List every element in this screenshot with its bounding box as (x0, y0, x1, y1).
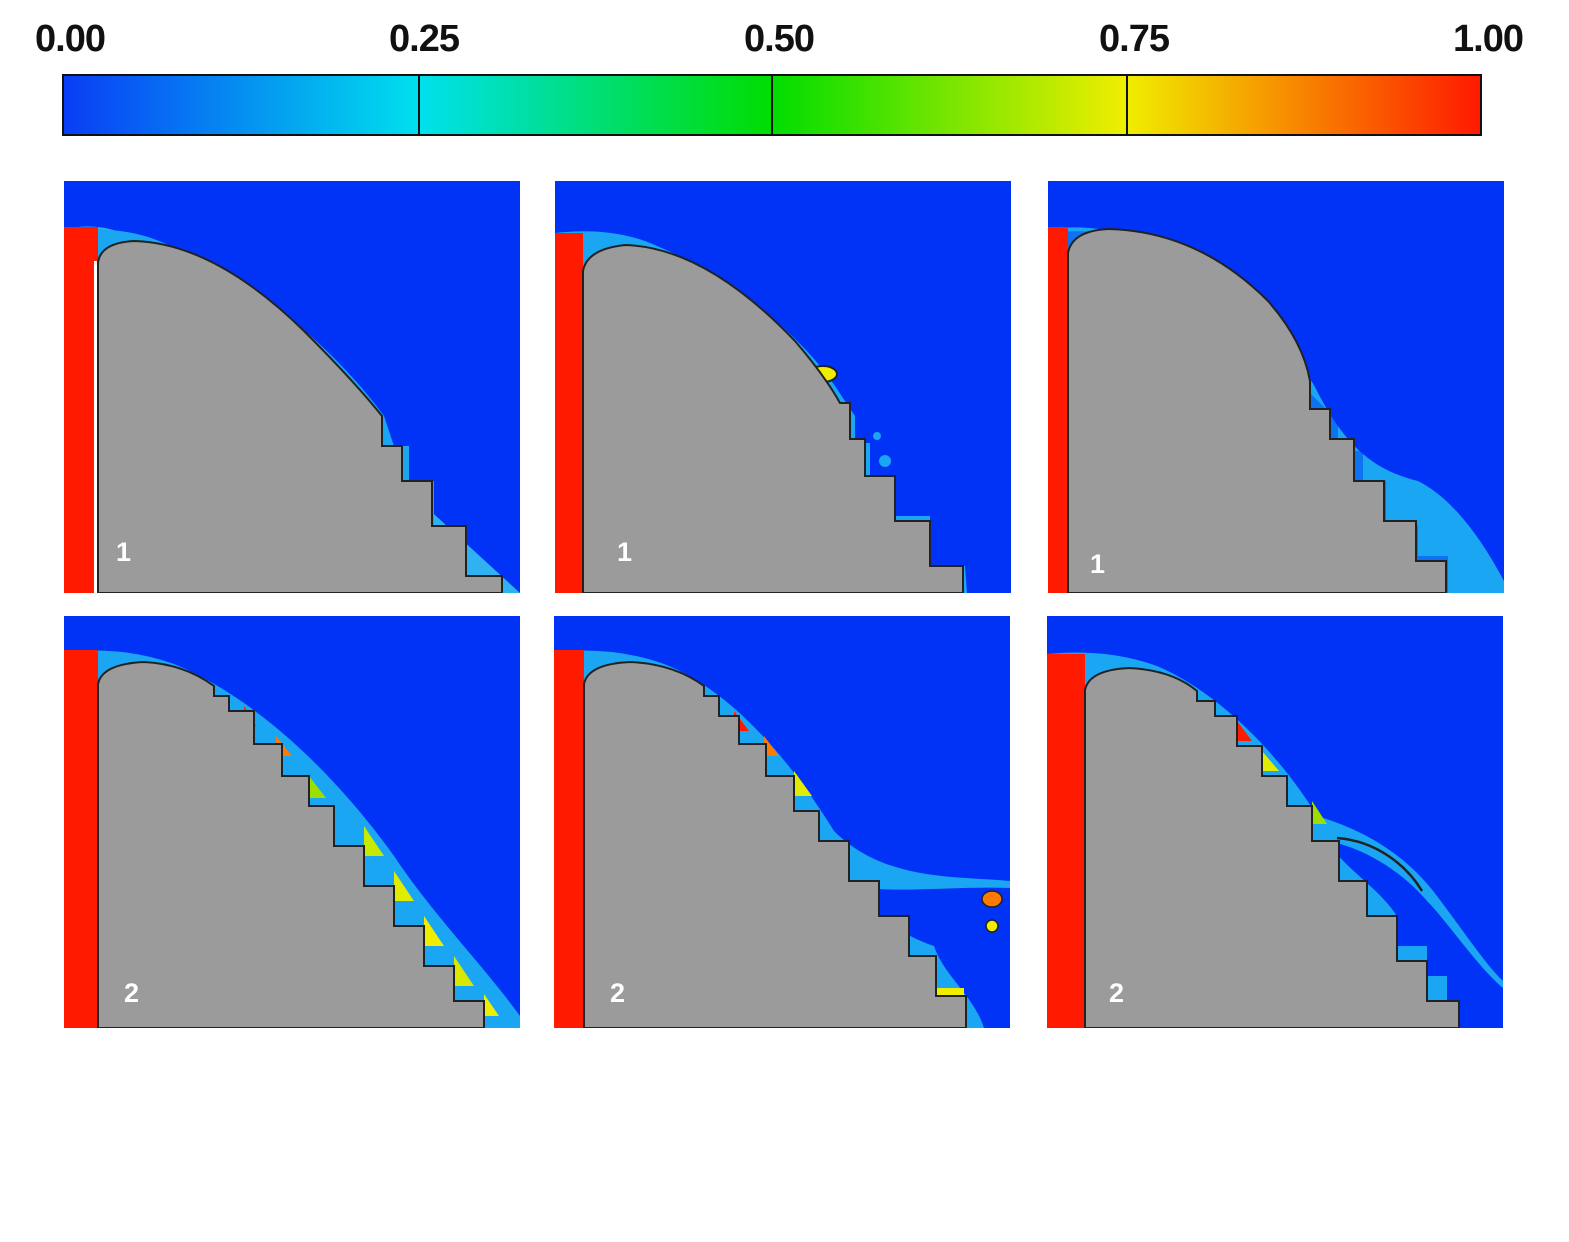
colorbar-divider (1126, 76, 1128, 134)
panel-label: 1 (617, 537, 633, 567)
panel-label: 2 (1109, 978, 1125, 1008)
panel-label: 1 (1090, 549, 1106, 579)
contour-plot (64, 616, 520, 1028)
panel-row2-col1: 2 (64, 616, 520, 1028)
colorbar-tick-4: 1.00 (1453, 18, 1524, 60)
panel-row1-col2: 1 (555, 181, 1011, 593)
colorbar-tick-2: 0.50 (744, 18, 815, 60)
panel-row2-col3: 2 (1047, 616, 1503, 1028)
panel-label: 2 (124, 978, 140, 1008)
colorbar-tick-3: 0.75 (1099, 18, 1170, 60)
colorbar-tick-0: 0.00 (35, 18, 106, 60)
panel-label: 2 (610, 978, 626, 1008)
colorbar-divider (418, 76, 420, 134)
colorbar-divider (771, 76, 773, 134)
panel-label: 1 (116, 537, 132, 567)
contour-plot (1048, 181, 1504, 593)
contour-plot (64, 181, 520, 593)
contour-plot (555, 181, 1011, 593)
panel-row1-col1: 1 (64, 181, 520, 593)
colorbar (62, 74, 1482, 136)
contour-plot (1047, 616, 1503, 1028)
colorbar-tick-1: 0.25 (389, 18, 460, 60)
contour-plot (554, 616, 1010, 1028)
panel-row1-col3: 1 (1048, 181, 1504, 593)
panel-row2-col2: 2 (554, 616, 1010, 1028)
